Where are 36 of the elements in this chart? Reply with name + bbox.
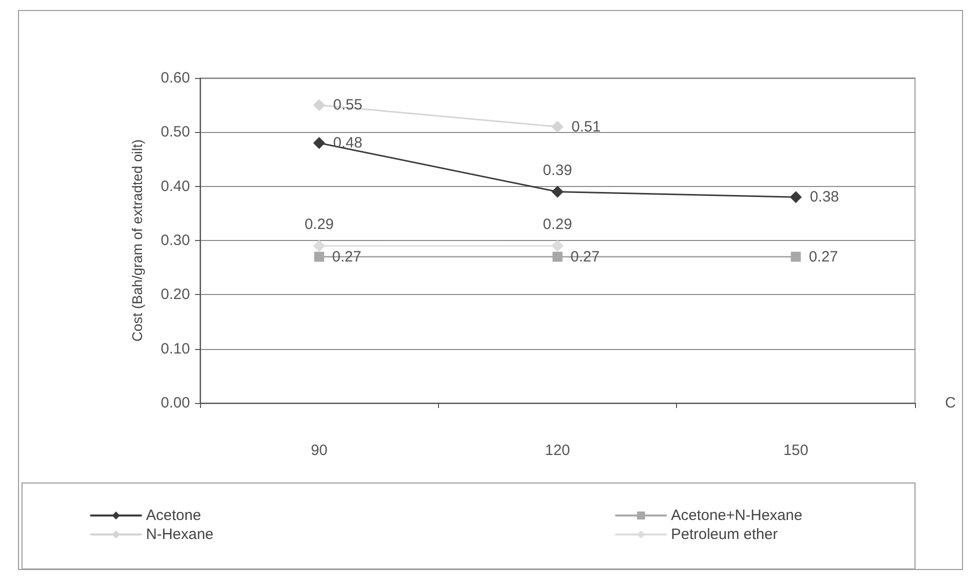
x-tick-label: 150	[783, 442, 808, 459]
y-axis-title: Cost (Bah/gram of extradted oilt)	[129, 139, 145, 342]
x-tick-label: 120	[544, 442, 570, 459]
point	[552, 186, 564, 198]
point	[790, 252, 801, 262]
legend-label: Petroleum ether	[671, 526, 778, 543]
data-label: 0.39	[542, 162, 572, 179]
point	[314, 252, 324, 262]
point	[552, 240, 564, 252]
data-label: 0.29	[304, 216, 334, 233]
point	[552, 120, 564, 133]
data-label: 0.27	[808, 248, 838, 266]
legend-label: Acetone	[146, 507, 202, 524]
y-tick-label: 0.00	[160, 394, 190, 412]
data-label: 0.48	[333, 134, 362, 152]
point	[313, 99, 326, 112]
point	[552, 252, 562, 262]
y-tick-label: 0.60	[160, 70, 190, 86]
legend-label: Acetone+N-Hexane	[671, 507, 802, 524]
y-tick-label: 0.20	[160, 286, 190, 304]
y-tick-label: 0.50	[160, 124, 190, 141]
legend-label: N-Hexane	[146, 526, 214, 543]
data-label: 0.29	[542, 216, 572, 233]
data-label: 0.51	[572, 118, 601, 136]
data-label: 0.38	[810, 188, 840, 206]
y-tick-label: 0.40	[160, 178, 190, 195]
data-label: 0.55	[333, 96, 362, 114]
y-tick-label: 0.10	[160, 340, 190, 358]
data-label: 0.27	[332, 248, 362, 266]
x-axis-title: C	[945, 394, 956, 412]
point	[313, 137, 326, 149]
point	[313, 240, 326, 252]
x-tick-label: 90	[310, 442, 328, 459]
data-label: 0.27	[570, 248, 600, 266]
point	[790, 191, 802, 204]
y-tick-label: 0.30	[160, 232, 190, 249]
